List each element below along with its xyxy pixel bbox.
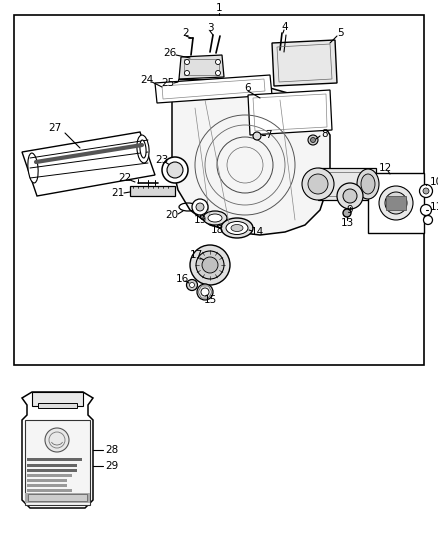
Polygon shape [22,392,93,508]
Circle shape [302,168,334,200]
Circle shape [253,132,261,140]
Circle shape [167,162,183,178]
Text: 15: 15 [203,295,217,305]
Ellipse shape [357,169,379,199]
Ellipse shape [28,153,38,183]
Text: 20: 20 [166,210,179,220]
Text: 6: 6 [245,83,251,93]
Bar [27,458,82,461]
Text: 10: 10 [430,177,438,187]
Text: 5: 5 [337,28,343,38]
Ellipse shape [385,192,407,214]
Bar [14,15,424,365]
Bar [27,479,67,482]
Bar [32,392,83,406]
Text: 14: 14 [251,227,264,237]
Text: 25: 25 [161,78,175,88]
Text: 4: 4 [282,22,288,32]
Text: 17: 17 [189,250,203,260]
Text: 1: 1 [215,3,223,13]
Bar [178,79,226,83]
Circle shape [343,189,357,203]
Circle shape [420,205,431,215]
Circle shape [311,138,315,142]
Text: 21: 21 [111,188,125,198]
Bar [38,403,77,408]
Text: 18: 18 [210,225,224,235]
Polygon shape [155,75,272,103]
Circle shape [343,209,351,217]
Text: 24: 24 [140,75,154,85]
Ellipse shape [221,218,253,238]
Circle shape [187,279,198,290]
Circle shape [423,188,429,194]
Text: 13: 13 [340,218,353,228]
Ellipse shape [208,214,222,222]
Circle shape [202,257,218,273]
Polygon shape [172,88,330,235]
Bar [27,464,77,467]
Text: 8: 8 [321,129,328,139]
Ellipse shape [140,140,146,158]
Text: 26: 26 [163,48,177,58]
Circle shape [424,215,432,224]
Text: 19: 19 [193,215,207,225]
Polygon shape [22,132,155,196]
Bar [28,494,87,501]
Bar [27,474,72,477]
Circle shape [215,70,220,76]
Bar [27,484,67,487]
Bar [130,186,175,196]
Circle shape [190,282,194,287]
Circle shape [192,199,208,215]
Ellipse shape [361,174,375,194]
Circle shape [45,428,69,452]
Circle shape [308,135,318,145]
Text: 12: 12 [378,163,392,173]
Ellipse shape [203,211,227,225]
Circle shape [337,183,363,209]
Bar [322,172,372,196]
Ellipse shape [379,186,413,220]
Ellipse shape [231,224,243,231]
Circle shape [190,245,230,285]
Bar [25,420,90,505]
Circle shape [196,203,204,211]
Text: 22: 22 [118,173,132,183]
Circle shape [308,174,328,194]
Bar [386,196,406,210]
Bar [368,173,424,233]
Circle shape [162,157,188,183]
Bar [27,469,77,472]
Circle shape [201,288,209,296]
Ellipse shape [137,135,149,163]
Text: 29: 29 [105,461,118,471]
Text: 23: 23 [155,155,169,165]
Text: 11: 11 [430,202,438,212]
Bar [184,59,219,75]
Bar [25,493,90,503]
Circle shape [420,184,432,198]
Text: 9: 9 [347,205,353,215]
Circle shape [196,251,224,279]
Text: 3: 3 [207,23,213,33]
Bar [318,168,376,200]
Polygon shape [272,40,337,86]
Ellipse shape [226,222,248,235]
Polygon shape [179,55,224,79]
Text: 7: 7 [265,130,271,140]
Circle shape [197,284,213,300]
Text: 28: 28 [105,445,118,455]
Circle shape [215,60,220,64]
Circle shape [184,70,190,76]
Polygon shape [248,90,332,135]
Text: 16: 16 [175,274,189,284]
Circle shape [184,60,190,64]
Text: 2: 2 [183,28,189,38]
Text: 27: 27 [48,123,62,133]
Bar [27,489,72,492]
